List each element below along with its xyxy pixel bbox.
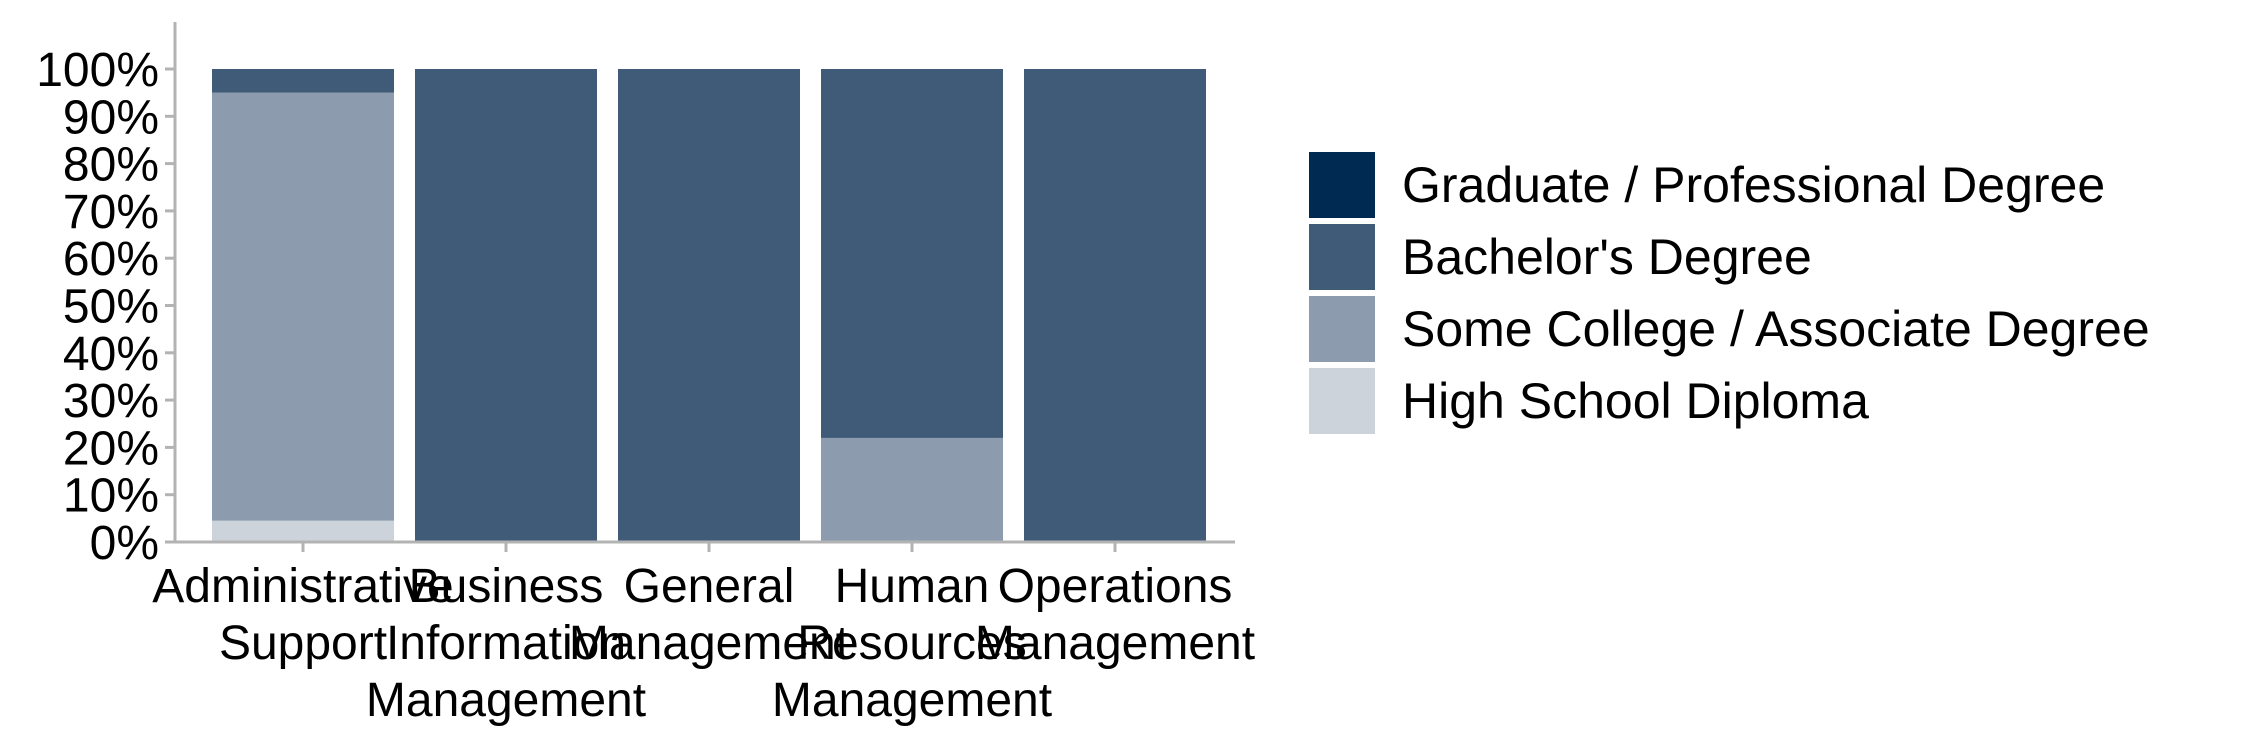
x-tick-label: Support [219, 617, 387, 670]
legend: Graduate / Professional Degree Bachelor's… [1307, 150, 2150, 436]
y-tick-label: 60% [63, 233, 159, 286]
legend-label: Bachelor's Degree [1402, 229, 1812, 285]
y-tick-label: 0% [90, 517, 159, 570]
y-axis: 0%10%20%30%40%50%60%70%80%90%100% [36, 22, 177, 570]
legend-swatch [1307, 150, 1377, 220]
x-tick-label: Administrative [152, 560, 453, 613]
bar-segment [1024, 69, 1206, 542]
y-tick-label: 20% [63, 422, 159, 475]
legend-swatch [1307, 222, 1377, 292]
x-tick-label: General [624, 560, 795, 613]
x-tick-label: Human [835, 560, 990, 613]
legend-label: Some College / Associate Degree [1402, 301, 2150, 357]
x-tick-label: Business [409, 560, 604, 613]
bar-segment [212, 92, 394, 521]
legend-swatch [1307, 366, 1377, 436]
bar-segment [821, 437, 1003, 542]
x-tick-label: Operations [998, 560, 1233, 613]
bar-segment [618, 69, 800, 542]
y-tick-label: 10% [63, 470, 159, 523]
plot-area [212, 69, 1206, 542]
y-tick-label: 40% [63, 328, 159, 381]
legend-label: Graduate / Professional Degree [1402, 157, 2105, 213]
y-tick-label: 50% [63, 281, 159, 334]
bar-segment [821, 69, 1003, 438]
x-tick-label: Management [366, 674, 646, 727]
x-tick-label: Information [386, 617, 626, 670]
legend-swatch [1307, 294, 1377, 364]
x-tick-label: Management [975, 617, 1255, 670]
y-tick-label: 90% [63, 91, 159, 144]
legend-label: High School Diploma [1402, 373, 1869, 429]
x-tick-label: Management [569, 617, 849, 670]
y-tick-label: 70% [63, 186, 159, 239]
bar-segment [212, 69, 394, 93]
x-tick-label: Management [772, 674, 1052, 727]
y-tick-label: 80% [63, 139, 159, 192]
y-tick-label: 100% [36, 44, 159, 97]
bar-segment [415, 69, 597, 542]
y-tick-label: 30% [63, 375, 159, 428]
bar-segment [212, 520, 394, 542]
x-tick-label: Resources [797, 617, 1026, 670]
